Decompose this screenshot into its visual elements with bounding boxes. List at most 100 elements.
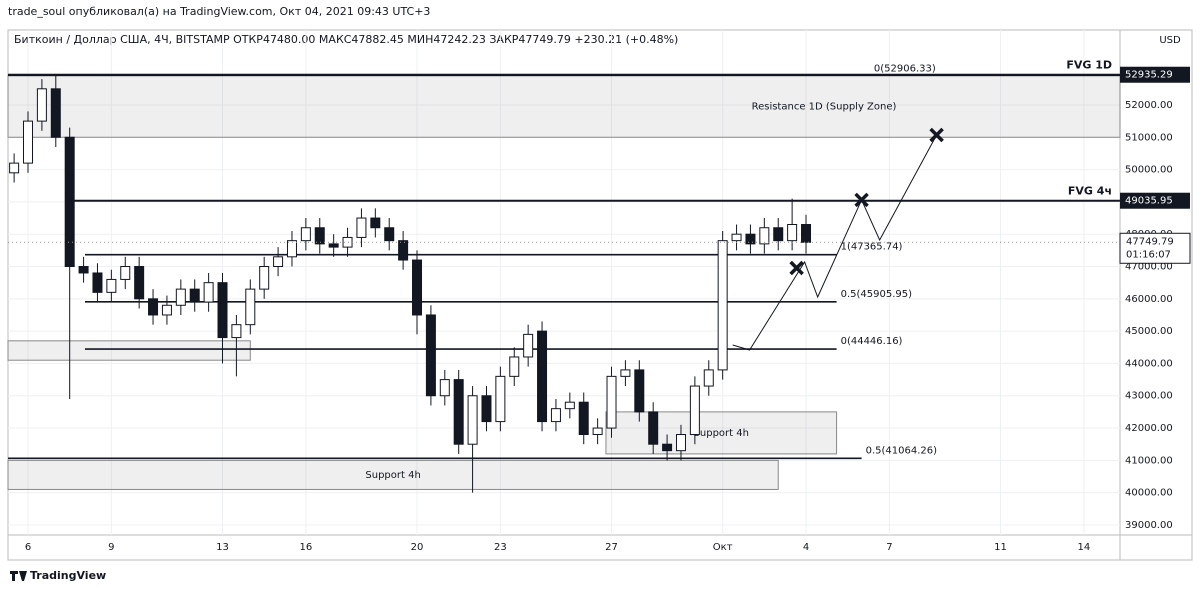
x-tick-label: 14 (1078, 542, 1091, 553)
y-tick-label: 47000.00 (1125, 262, 1173, 273)
candle-body (564, 401, 575, 410)
candle-body (245, 288, 256, 326)
candle-body (23, 120, 34, 164)
y-tick-label: 45000.00 (1125, 326, 1173, 337)
candle-body (731, 233, 742, 242)
x-tick-label: 23 (494, 542, 507, 553)
y-tick-label: 50000.00 (1125, 165, 1173, 176)
candle-body (703, 369, 714, 387)
candle-body (9, 162, 20, 174)
footer-logo (10, 571, 27, 581)
candle-body (745, 233, 756, 245)
y-tick-label: 39000.00 (1125, 520, 1173, 531)
x-tick-label: 13 (216, 542, 229, 553)
candle-body (675, 434, 686, 452)
candle-body (439, 379, 450, 397)
candle-body (231, 324, 242, 339)
candle-body (495, 375, 506, 423)
zone (605, 411, 838, 455)
publish-header: trade_soul опубликовал(а) на TradingView… (8, 5, 430, 18)
fib-label: 1(47365.74) (841, 242, 903, 253)
x-tick-label: 9 (108, 542, 114, 553)
candle-body (425, 314, 436, 397)
price-tag (1120, 66, 1190, 83)
fvg-label: FVG 4ч (1068, 185, 1112, 198)
zone-label: Support 4h (694, 428, 749, 439)
zone (7, 459, 779, 490)
x-tick-label: Окт (713, 542, 733, 553)
x-tick-label: 27 (605, 542, 618, 553)
x-tick-label: 4 (803, 542, 809, 553)
zone-label: Support 4h (365, 470, 420, 481)
candle-body (189, 288, 200, 303)
candle-body (398, 240, 409, 261)
x-tick-label: 6 (25, 542, 31, 553)
candle-body (662, 443, 673, 452)
y-tick-label: 51000.00 (1125, 132, 1173, 143)
y-tick-label: 42000.00 (1125, 423, 1173, 434)
fib-label: 0.5(45905.95) (841, 289, 913, 300)
candle-body (384, 227, 395, 242)
candle-body (161, 304, 172, 316)
candle-body (550, 408, 561, 423)
footer-brand: TradingView (30, 569, 106, 582)
candle-body (481, 395, 492, 423)
y-tick-label: 52000.00 (1125, 100, 1173, 111)
candle-body (148, 298, 159, 316)
price-tag-label: 52935.29 (1125, 70, 1173, 81)
candle-body (36, 88, 47, 122)
x-marker (929, 127, 944, 143)
candle-body (134, 266, 145, 300)
candle-body (314, 227, 325, 245)
candle-body (92, 272, 103, 293)
candle-body (467, 395, 478, 445)
last-price-tag (1119, 232, 1191, 264)
candle-body (300, 227, 311, 242)
x-tick-label: 20 (411, 542, 424, 553)
countdown-label: 01:16:07 (1126, 249, 1171, 260)
fib-label: 0(52906.33) (874, 64, 936, 75)
candle-body (78, 266, 89, 274)
x-tick-label: 16 (299, 542, 312, 553)
last-price-label: 47749.79 (1126, 236, 1174, 247)
x-tick-label: 7 (886, 542, 892, 553)
projection-path (732, 134, 938, 351)
candle-body (620, 369, 631, 377)
candle-body (412, 259, 423, 316)
candle-body (328, 243, 339, 248)
x-tick-label: 11 (994, 542, 1007, 553)
candle-body (64, 136, 75, 268)
y-tick-label: 40000.00 (1125, 488, 1173, 499)
candle-body (50, 88, 61, 138)
candle-body (203, 282, 214, 303)
price-tag (1120, 192, 1190, 209)
candle-body (592, 427, 603, 436)
y-tick-label: 44000.00 (1125, 358, 1173, 369)
candle-body (273, 256, 284, 268)
candle-body (509, 356, 520, 377)
y-tick-label: 41000.00 (1125, 455, 1173, 466)
candle-body (634, 369, 645, 413)
candle-body (773, 227, 784, 242)
currency: USD (1159, 35, 1181, 46)
candle-body (606, 375, 617, 429)
zone-label: Resistance 1D (Supply Zone) (752, 101, 897, 112)
candle-body (787, 224, 798, 242)
price-tag-label: 49035.95 (1125, 196, 1173, 207)
fib-label: 0.5(41064.26) (866, 445, 938, 456)
y-tick-label: 43000.00 (1125, 391, 1173, 402)
zone (7, 75, 1121, 138)
candle-body (370, 217, 381, 229)
candle-body (120, 266, 131, 280)
candle-body (286, 240, 297, 258)
candle-body (175, 288, 186, 306)
y-tick-label: 46000.00 (1125, 294, 1173, 305)
candle-body (453, 379, 464, 445)
candle-body (106, 278, 117, 293)
fib-label: 0(44446.16) (841, 336, 903, 347)
zone (7, 340, 251, 361)
candle-body (523, 333, 534, 358)
x-marker (854, 192, 869, 208)
candle-body (259, 266, 270, 290)
